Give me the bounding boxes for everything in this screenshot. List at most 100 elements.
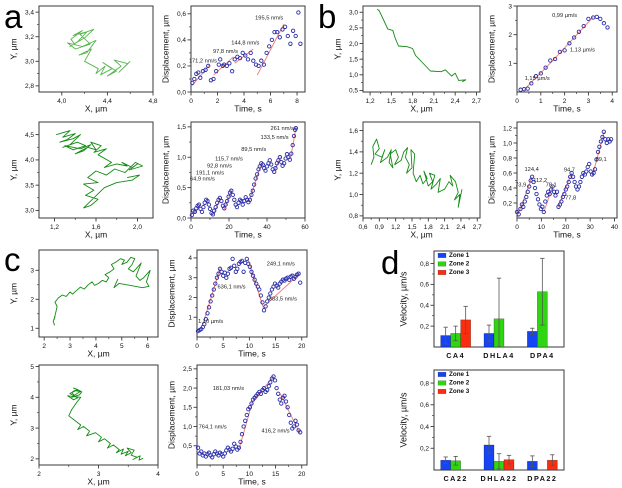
svg-text:0,5: 0,5 [183, 443, 192, 450]
svg-text:Zone 1: Zone 1 [449, 371, 470, 378]
svg-text:6: 6 [146, 343, 150, 350]
panel-b-displacement-chart-2: 0,2 0,4 0,6 0,8 1,0 1,2 0 10 20 30 40 Time, s Displa… [486, 118, 622, 240]
svg-text:DHLA4: DHLA4 [483, 351, 514, 360]
svg-text:0: 0 [189, 224, 193, 231]
svg-text:1,5: 1,5 [387, 98, 396, 105]
svg-text:4: 4 [610, 98, 614, 105]
svg-text:Time, s: Time, s [553, 104, 581, 114]
svg-text:X, µm: X, µm [85, 104, 107, 114]
panel-b-trajectory-chart-2: 0,8 1,0 1,2 1,4 1,6 0,6 0,9 1,2 1,5 1,8 2,1 2,4 2,7 X… [332, 118, 485, 240]
svg-text:1,5: 1,5 [407, 224, 416, 231]
svg-text:Y, µm: Y, µm [9, 38, 19, 59]
svg-text:0,5: 0,5 [349, 88, 358, 95]
svg-text:40: 40 [263, 224, 271, 231]
svg-text:2,5: 2,5 [183, 366, 192, 373]
svg-text:Y, µm: Y, µm [9, 159, 19, 180]
svg-text:1,15 µm/s: 1,15 µm/s [525, 76, 550, 82]
svg-text:77,8: 77,8 [565, 195, 576, 201]
svg-text:2,0: 2,0 [133, 224, 142, 231]
svg-text:8: 8 [295, 98, 299, 105]
svg-text:Displacement, µm: Displacement, µm [487, 15, 497, 83]
svg-text:1,6: 1,6 [91, 224, 100, 231]
svg-text:0,0: 0,0 [177, 215, 186, 222]
svg-text:Velocity, µm/s: Velocity, µm/s [399, 271, 409, 327]
svg-text:3: 3 [68, 343, 72, 350]
svg-text:Zone 3: Zone 3 [449, 269, 470, 276]
svg-text:2,1: 2,1 [440, 224, 449, 231]
svg-text:60: 60 [301, 224, 309, 231]
svg-text:3: 3 [587, 98, 591, 105]
svg-text:Y, µm: Y, µm [333, 38, 343, 59]
svg-text:0,0: 0,0 [177, 89, 186, 96]
svg-text:15: 15 [272, 343, 280, 350]
svg-text:133,5 nm/s: 133,5 nm/s [261, 135, 289, 141]
svg-text:Zone 2: Zone 2 [449, 380, 470, 387]
svg-text:0: 0 [189, 98, 193, 105]
svg-text:3: 3 [30, 268, 34, 275]
panel-b-displacement-chart-1: 1 2 3 0 1 2 3 4 Time, s Displacement, µm 0,99 µm/s… [486, 2, 622, 114]
svg-text:171,2 nm/s: 171,2 nm/s [189, 59, 217, 65]
svg-text:X, µm: X, µm [410, 230, 432, 240]
svg-text:4: 4 [94, 343, 98, 350]
panel-c-trajectory-chart-1: 1 2 3 2 3 4 5 6 X, µm Y, µm [8, 246, 163, 359]
svg-text:Zone 2: Zone 2 [449, 261, 470, 268]
svg-text:2,4: 2,4 [451, 98, 460, 105]
svg-text:2,0: 2,0 [349, 41, 358, 48]
svg-text:Y, µm: Y, µm [333, 159, 343, 180]
svg-text:Time, s: Time, s [238, 349, 266, 359]
svg-text:0,6: 0,6 [177, 11, 186, 18]
svg-text:30: 30 [587, 224, 595, 231]
panel-a-displacement-chart-1: 0,0 0,2 0,4 0,6 0 2 4 6 8 Time, s Displacement, µm… [160, 2, 310, 114]
svg-text:0,2: 0,2 [420, 323, 429, 330]
svg-text:1,8: 1,8 [424, 224, 433, 231]
svg-text:Zone 1: Zone 1 [449, 252, 470, 259]
svg-text:20: 20 [298, 471, 306, 478]
svg-text:Time, s: Time, s [553, 230, 581, 240]
svg-text:Time, s: Time, s [234, 230, 262, 240]
svg-text:0,99 µm/s: 0,99 µm/s [552, 13, 577, 19]
svg-text:2,7: 2,7 [472, 98, 481, 105]
svg-text:2: 2 [42, 343, 46, 350]
svg-text:10: 10 [246, 343, 254, 350]
svg-text:1,0: 1,0 [183, 424, 192, 431]
svg-text:0,2: 0,2 [177, 63, 186, 70]
svg-text:1,5: 1,5 [177, 124, 186, 131]
svg-text:1,0: 1,0 [177, 155, 186, 162]
svg-text:4: 4 [30, 395, 34, 402]
svg-text:3,0: 3,0 [349, 10, 358, 17]
svg-text:1,2: 1,2 [503, 125, 512, 132]
svg-text:1,4: 1,4 [349, 149, 358, 156]
svg-text:1,0: 1,0 [349, 192, 358, 199]
svg-text:Y, µm: Y, µm [9, 404, 19, 425]
svg-text:4,5: 4,5 [25, 132, 34, 139]
svg-text:144,8 nm/s: 144,8 nm/s [231, 40, 259, 46]
svg-text:1,2: 1,2 [50, 224, 59, 231]
svg-text:20: 20 [298, 343, 306, 350]
svg-text:Zone 3: Zone 3 [449, 388, 470, 395]
svg-text:10: 10 [246, 471, 254, 478]
svg-text:DHLA22: DHLA22 [481, 474, 518, 483]
svg-text:0: 0 [195, 471, 199, 478]
svg-text:0,6: 0,6 [503, 170, 512, 177]
svg-text:5: 5 [221, 343, 225, 350]
svg-text:Displacement, µm: Displacement, µm [167, 381, 177, 449]
svg-text:0: 0 [195, 343, 199, 350]
svg-text:3,5: 3,5 [25, 182, 34, 189]
svg-text:4,8: 4,8 [148, 98, 157, 105]
svg-text:5: 5 [30, 364, 34, 371]
svg-text:1,6: 1,6 [349, 128, 358, 135]
svg-text:94,7: 94,7 [564, 168, 575, 174]
svg-text:6: 6 [269, 98, 273, 105]
svg-text:X, µm: X, µm [410, 104, 432, 114]
svg-text:0,4: 0,4 [420, 424, 429, 431]
svg-text:1,0: 1,0 [503, 140, 512, 147]
svg-text:4,0: 4,0 [57, 98, 66, 105]
svg-text:0,8: 0,8 [420, 380, 429, 387]
svg-text:3,2: 3,2 [25, 34, 34, 41]
svg-text:2,8: 2,8 [25, 83, 34, 90]
svg-text:4,4: 4,4 [103, 98, 112, 105]
svg-text:2: 2 [30, 456, 34, 463]
svg-text:2: 2 [563, 98, 567, 105]
svg-text:1,5: 1,5 [349, 56, 358, 63]
